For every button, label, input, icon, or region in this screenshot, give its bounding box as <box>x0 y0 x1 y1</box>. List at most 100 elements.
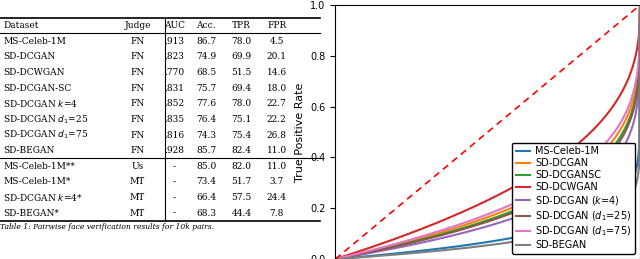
SD-DCGANSC <box>497 214 504 217</box>
Text: TPR: TPR <box>232 21 251 30</box>
Text: FN: FN <box>131 131 145 140</box>
Text: -: - <box>173 193 176 202</box>
SD-DCWGAN <box>497 192 504 196</box>
SD-DCGAN ($k$=4) <box>497 221 504 224</box>
Line: SD-DCGAN ($d_1$=25): SD-DCGAN ($d_1$=25) <box>335 5 640 259</box>
SD-BEGAN <box>476 245 484 248</box>
MS-Celeb-1M <box>636 4 640 7</box>
Text: 3.7: 3.7 <box>269 177 284 186</box>
MS-Celeb-1M <box>513 235 520 239</box>
SD-DCGANSC <box>476 221 484 224</box>
SD-DCGANSC <box>478 220 486 224</box>
SD-BEGAN <box>581 225 589 228</box>
SD-DCGAN ($k$=4) <box>581 184 589 187</box>
Text: 85.7: 85.7 <box>196 146 216 155</box>
Line: MS-Celeb-1M: MS-Celeb-1M <box>335 5 640 259</box>
Text: 82.0: 82.0 <box>232 162 252 171</box>
SD-DCWGAN <box>513 184 520 187</box>
Text: 75.4: 75.4 <box>231 131 252 140</box>
Text: MT: MT <box>130 177 145 186</box>
Text: .823: .823 <box>164 52 184 61</box>
Line: SD-DCGAN ($k$=4): SD-DCGAN ($k$=4) <box>335 5 640 259</box>
Text: 22.7: 22.7 <box>267 99 287 108</box>
Text: SD-DCGAN $d_1$=25: SD-DCGAN $d_1$=25 <box>3 113 88 126</box>
Text: 73.4: 73.4 <box>196 177 216 186</box>
Text: 75.7: 75.7 <box>196 84 216 93</box>
Text: Table 1: Pairwise face verification results for 10k pairs.: Table 1: Pairwise face verification resu… <box>0 224 214 232</box>
Text: 44.4: 44.4 <box>232 208 252 218</box>
Text: 22.2: 22.2 <box>267 115 287 124</box>
Text: .831: .831 <box>164 84 184 93</box>
Text: 86.7: 86.7 <box>196 37 216 46</box>
SD-DCGAN ($d_1$=25) <box>636 4 640 7</box>
SD-BEGAN <box>332 257 339 259</box>
Text: FN: FN <box>131 84 145 93</box>
Line: SD-DCGANSC: SD-DCGANSC <box>335 5 640 259</box>
SD-DCGANSC <box>513 208 520 211</box>
Text: 78.0: 78.0 <box>232 37 252 46</box>
Text: SD-DCGAN-SC: SD-DCGAN-SC <box>3 84 72 93</box>
Text: 51.7: 51.7 <box>231 177 252 186</box>
Text: SD-BEGAN*: SD-BEGAN* <box>3 208 59 218</box>
Text: Dataset: Dataset <box>3 21 38 30</box>
Text: SD-DCGAN $k$=4*: SD-DCGAN $k$=4* <box>3 192 83 203</box>
Text: 69.9: 69.9 <box>232 52 252 61</box>
SD-DCGAN <box>332 257 339 259</box>
Text: FN: FN <box>131 99 145 108</box>
Text: 7.8: 7.8 <box>269 208 284 218</box>
Text: 82.4: 82.4 <box>232 146 252 155</box>
SD-DCGAN ($d_1$=75) <box>478 215 486 218</box>
Y-axis label: True Positive Rate: True Positive Rate <box>295 82 305 182</box>
Text: MT: MT <box>130 193 145 202</box>
SD-DCGAN ($d_1$=25) <box>581 175 589 178</box>
SD-BEGAN <box>497 242 504 245</box>
Text: 69.4: 69.4 <box>232 84 252 93</box>
Text: 78.0: 78.0 <box>232 99 252 108</box>
Text: 4.5: 4.5 <box>269 37 284 46</box>
SD-BEGAN <box>636 4 640 7</box>
SD-DCWGAN <box>476 202 484 205</box>
SD-DCGAN ($d_1$=25) <box>478 222 486 225</box>
Text: MS-Celeb-1M*: MS-Celeb-1M* <box>3 177 70 186</box>
Text: 18.0: 18.0 <box>267 84 287 93</box>
Text: FN: FN <box>131 115 145 124</box>
MS-Celeb-1M <box>478 241 486 244</box>
Text: 51.5: 51.5 <box>231 68 252 77</box>
Text: .852: .852 <box>164 99 184 108</box>
Text: 76.4: 76.4 <box>196 115 216 124</box>
SD-DCGAN ($k$=4) <box>629 124 637 127</box>
Text: FPR: FPR <box>267 21 286 30</box>
Text: Us: Us <box>131 162 143 171</box>
Text: 68.3: 68.3 <box>196 208 216 218</box>
Text: MS-Celeb-1M: MS-Celeb-1M <box>3 37 66 46</box>
SD-DCWGAN <box>478 202 486 205</box>
SD-DCGAN ($d_1$=25) <box>629 111 637 114</box>
SD-DCGAN ($k$=4) <box>636 4 640 7</box>
Text: SD-DCGAN: SD-DCGAN <box>3 52 56 61</box>
Text: 24.4: 24.4 <box>267 193 287 202</box>
SD-DCGAN <box>581 166 589 169</box>
Text: SD-BEGAN: SD-BEGAN <box>3 146 54 155</box>
Text: 26.8: 26.8 <box>267 131 287 140</box>
Text: -: - <box>173 208 176 218</box>
SD-DCGAN <box>629 100 637 103</box>
SD-DCGAN ($d_1$=75) <box>581 161 589 164</box>
SD-DCGAN ($d_1$=25) <box>476 222 484 226</box>
Text: Judge: Judge <box>124 21 151 30</box>
SD-DCGAN ($d_1$=75) <box>513 201 520 204</box>
Text: 57.5: 57.5 <box>231 193 252 202</box>
SD-DCGAN <box>636 4 640 7</box>
SD-DCGAN ($d_1$=25) <box>513 210 520 213</box>
MS-Celeb-1M <box>629 178 637 182</box>
MS-Celeb-1M <box>332 257 339 259</box>
Text: 77.6: 77.6 <box>196 99 216 108</box>
Text: 74.9: 74.9 <box>196 52 216 61</box>
Line: SD-BEGAN: SD-BEGAN <box>335 5 640 259</box>
SD-DCWGAN <box>636 4 640 7</box>
Text: 85.0: 85.0 <box>196 162 216 171</box>
Text: 14.6: 14.6 <box>267 68 287 77</box>
SD-DCGANSC <box>581 172 589 175</box>
Text: .770: .770 <box>164 68 184 77</box>
SD-DCGANSC <box>636 4 640 7</box>
Text: Acc.: Acc. <box>196 21 216 30</box>
